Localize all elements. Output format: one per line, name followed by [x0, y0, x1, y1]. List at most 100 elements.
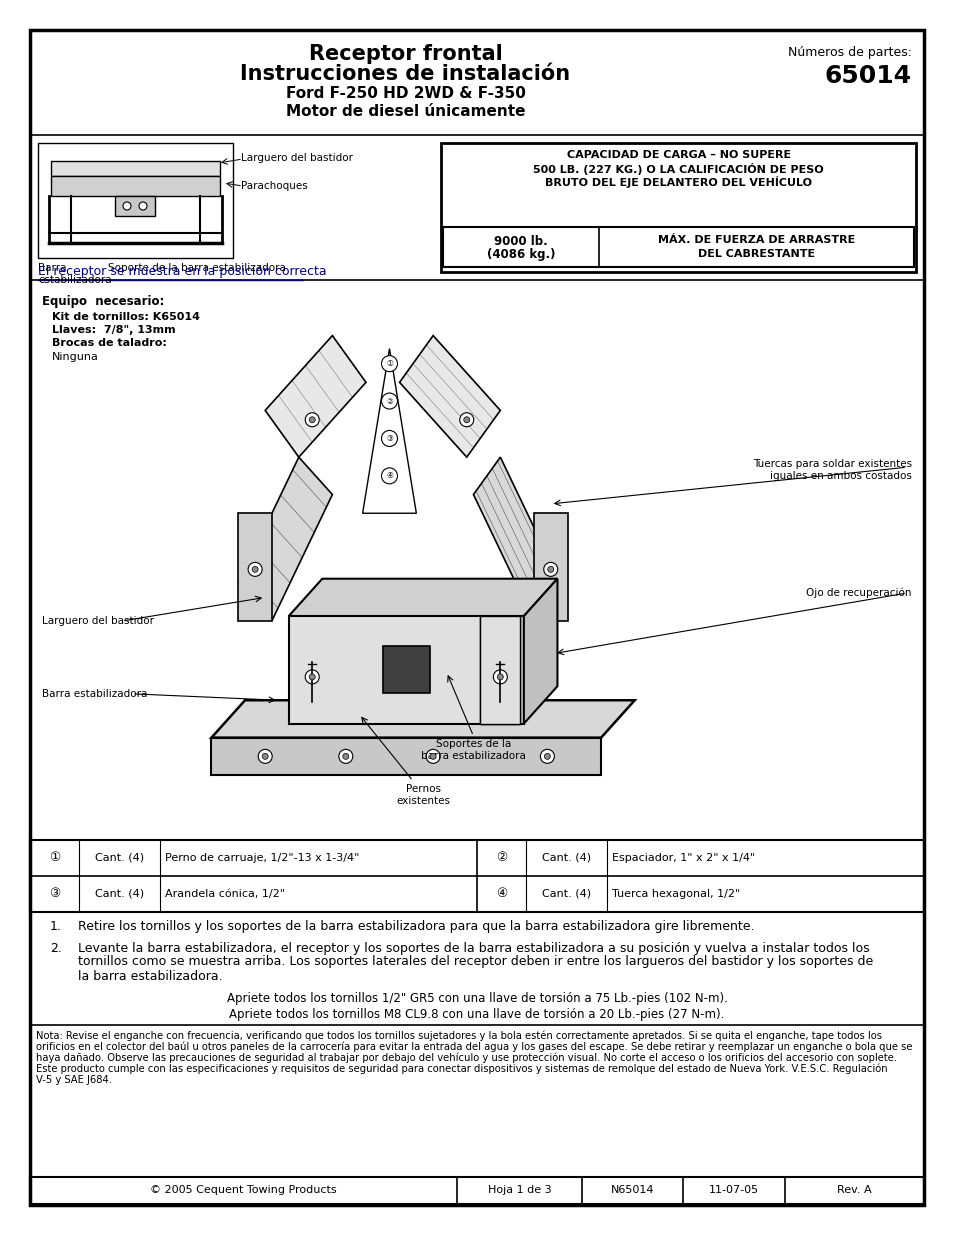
Polygon shape	[534, 514, 567, 621]
Bar	[441, 143, 915, 272]
Text: Parachoques: Parachoques	[241, 182, 308, 191]
Text: (4086 kg.): (4086 kg.)	[486, 248, 555, 261]
Text: Arandela cónica, 1/2": Arandela cónica, 1/2"	[165, 889, 284, 899]
Circle shape	[252, 567, 258, 572]
Text: Receptor frontal: Receptor frontal	[308, 44, 502, 64]
Bar	[382, 646, 430, 693]
Polygon shape	[212, 700, 634, 737]
Circle shape	[426, 750, 439, 763]
Text: 1.: 1.	[50, 920, 62, 932]
Polygon shape	[289, 579, 557, 616]
Circle shape	[497, 674, 503, 680]
Circle shape	[309, 674, 314, 680]
Circle shape	[139, 203, 147, 210]
Circle shape	[430, 753, 436, 760]
Text: Ford F-250 HD 2WD & F-350: Ford F-250 HD 2WD & F-350	[285, 86, 525, 101]
Circle shape	[381, 393, 397, 409]
Text: Ojo de recuperación: Ojo de recuperación	[805, 588, 911, 599]
Text: 2.: 2.	[50, 942, 62, 955]
Polygon shape	[523, 579, 557, 724]
Text: Equipo  necesario:: Equipo necesario:	[42, 295, 164, 308]
Circle shape	[544, 753, 550, 760]
Text: Cant. (4): Cant. (4)	[94, 889, 144, 899]
Circle shape	[258, 750, 272, 763]
Bar	[30, 840, 923, 911]
Text: Números de partes:: Números de partes:	[787, 46, 911, 59]
Polygon shape	[399, 336, 499, 457]
Text: Larguero del bastidor: Larguero del bastidor	[241, 153, 353, 163]
Text: V-5 y SAE J684.: V-5 y SAE J684.	[36, 1074, 112, 1086]
Text: ③: ③	[386, 433, 393, 443]
Circle shape	[381, 431, 397, 446]
Text: 11-07-05: 11-07-05	[708, 1186, 759, 1195]
Text: Cant. (4): Cant. (4)	[541, 853, 590, 863]
Circle shape	[342, 753, 349, 760]
Text: CAPACIDAD DE CARGA – NO SUPERE: CAPACIDAD DE CARGA – NO SUPERE	[566, 149, 790, 161]
Circle shape	[539, 750, 554, 763]
Text: Apriete todos los tornillos M8 CL9.8 con una llave de torsión a 20 Lb.-pies (27 : Apriete todos los tornillos M8 CL9.8 con…	[229, 1008, 724, 1021]
Text: Espaciador, 1" x 2" x 1/4": Espaciador, 1" x 2" x 1/4"	[611, 853, 754, 863]
Polygon shape	[238, 514, 272, 621]
Text: Apriete todos los tornillos 1/2" GR5 con una llave de torsión a 75 Lb.-pies (102: Apriete todos los tornillos 1/2" GR5 con…	[226, 992, 727, 1005]
Circle shape	[547, 567, 553, 572]
Circle shape	[543, 562, 558, 577]
Text: orificios en el colector del baúl u otros paneles de la carrocería para evitar l: orificios en el colector del baúl u otro…	[36, 1042, 911, 1052]
Circle shape	[305, 412, 319, 427]
Circle shape	[459, 412, 474, 427]
Bar	[30, 1177, 923, 1204]
Text: ①: ①	[386, 359, 393, 368]
Text: Cant. (4): Cant. (4)	[94, 853, 144, 863]
Text: Levante la barra estabilizadora, el receptor y los soportes de la barra estabili: Levante la barra estabilizadora, el rece…	[78, 942, 869, 955]
Circle shape	[381, 356, 397, 372]
Text: Tuerca hexagonal, 1/2": Tuerca hexagonal, 1/2"	[611, 889, 740, 899]
Text: Kit de tornillos: K65014: Kit de tornillos: K65014	[52, 312, 200, 322]
Text: Llaves:  7/8", 13mm: Llaves: 7/8", 13mm	[52, 325, 175, 335]
Text: 65014: 65014	[824, 64, 911, 88]
Bar	[115, 196, 154, 216]
Text: Instrucciones de instalación: Instrucciones de instalación	[240, 64, 570, 84]
Text: El receptor se muestra en la posición correcta: El receptor se muestra en la posición co…	[38, 266, 326, 278]
Text: Este producto cumple con las especificaciones y requisitos de seguridad para con: Este producto cumple con las especificac…	[36, 1065, 886, 1074]
Circle shape	[123, 203, 131, 210]
Circle shape	[309, 416, 314, 422]
Bar	[443, 227, 913, 267]
Circle shape	[381, 468, 397, 484]
Text: haya dañado. Observe las precauciones de seguridad al trabajar por debajo del ve: haya dañado. Observe las precauciones de…	[36, 1053, 896, 1063]
Circle shape	[248, 562, 262, 577]
Text: © 2005 Cequent Towing Products: © 2005 Cequent Towing Products	[151, 1186, 336, 1195]
Text: ③: ③	[49, 888, 60, 900]
Polygon shape	[212, 737, 600, 776]
Text: MÁX. DE FUERZA DE ARRASTRE: MÁX. DE FUERZA DE ARRASTRE	[657, 235, 854, 245]
Text: BRUTO DEL EJE DELANTERO DEL VEHÍCULO: BRUTO DEL EJE DELANTERO DEL VEHÍCULO	[544, 177, 811, 188]
Text: Hoja 1 de 3: Hoja 1 de 3	[488, 1186, 551, 1195]
Circle shape	[305, 669, 319, 684]
Text: Nota: Revise el enganche con frecuencia, verificando que todos los tornillos suj: Nota: Revise el enganche con frecuencia,…	[36, 1031, 882, 1041]
Text: ④: ④	[386, 472, 393, 480]
Text: ②: ②	[386, 396, 393, 405]
Text: Soportes de la
barra estabilizadora: Soportes de la barra estabilizadora	[420, 740, 525, 761]
Polygon shape	[265, 336, 366, 457]
Circle shape	[493, 669, 507, 684]
Polygon shape	[238, 457, 332, 621]
Polygon shape	[51, 177, 220, 196]
Polygon shape	[479, 616, 520, 724]
Text: ②: ②	[496, 851, 507, 864]
Text: Perno de carruaje, 1/2"-13 x 1-3/4": Perno de carruaje, 1/2"-13 x 1-3/4"	[165, 853, 358, 863]
Polygon shape	[473, 457, 560, 621]
Circle shape	[262, 753, 268, 760]
Text: Brocas de taladro:: Brocas de taladro:	[52, 338, 167, 348]
Text: Retire los tornillos y los soportes de la barra estabilizadora para que la barra: Retire los tornillos y los soportes de l…	[78, 920, 754, 932]
Text: ①: ①	[49, 851, 60, 864]
Text: Tuercas para soldar existentes
iguales en ambos costados: Tuercas para soldar existentes iguales e…	[752, 459, 911, 480]
Polygon shape	[51, 161, 220, 177]
Text: DEL CABRESTANTE: DEL CABRESTANTE	[697, 249, 814, 259]
Text: Larguero del bastidor: Larguero del bastidor	[42, 616, 153, 626]
Polygon shape	[479, 616, 520, 724]
Text: Pernos
existentes: Pernos existentes	[395, 784, 450, 805]
Circle shape	[463, 416, 469, 422]
Text: N65014: N65014	[610, 1186, 654, 1195]
Text: Ninguna: Ninguna	[52, 352, 99, 362]
Text: Barra estabilizadora: Barra estabilizadora	[42, 689, 147, 699]
Polygon shape	[289, 616, 523, 724]
Text: 9000 lb.: 9000 lb.	[494, 235, 547, 248]
